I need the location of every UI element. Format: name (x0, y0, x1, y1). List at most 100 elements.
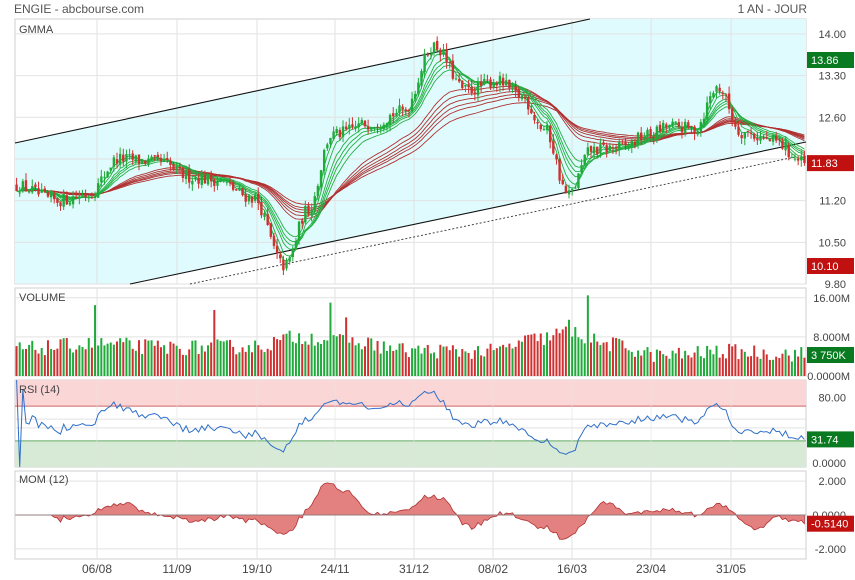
candle-body (624, 141, 627, 146)
volume-bar (527, 334, 530, 376)
candle-body (379, 127, 382, 129)
volume-bar (310, 333, 313, 376)
candle-body (470, 86, 473, 94)
candle-body (106, 171, 109, 178)
volume-bar (357, 343, 360, 376)
period-label: 1 AN - JOUR (737, 2, 807, 16)
candle-body (461, 80, 464, 89)
candle-body (203, 175, 207, 184)
candle-body (790, 156, 794, 158)
volume-bar (546, 332, 549, 376)
candle-body (269, 223, 273, 237)
candle-body (304, 205, 307, 223)
candle-body (599, 144, 602, 154)
candle-body (740, 135, 743, 139)
candle-body (483, 78, 486, 85)
volume-bar (276, 339, 279, 376)
volume-bar (188, 349, 191, 376)
volume-bar (674, 353, 677, 376)
volume-bar (379, 353, 382, 376)
candle-body (288, 257, 291, 262)
volume-bar (175, 345, 178, 376)
volume-bar (301, 344, 304, 376)
candle-body (228, 181, 232, 184)
volume-bar (684, 350, 687, 376)
candle-body (640, 132, 643, 141)
candle-body (43, 188, 47, 193)
volume-bar (385, 350, 388, 376)
candle-body (294, 240, 298, 250)
volume-bar (794, 349, 797, 376)
volume-bar (445, 346, 448, 376)
candle-body (231, 182, 235, 190)
candle-body (583, 154, 586, 166)
volume-bar (577, 337, 580, 376)
volume-bar (699, 356, 702, 376)
volume-bar (225, 340, 228, 376)
volume-bar (728, 343, 731, 376)
candle-body (614, 146, 618, 149)
volume-bar (706, 345, 709, 376)
volume-bar (122, 342, 125, 376)
candle-body (140, 159, 144, 164)
candle-body (665, 124, 668, 128)
candle-body (501, 77, 505, 86)
volume-bar (690, 357, 693, 376)
volume-bar (163, 345, 166, 376)
candle-body (429, 53, 433, 55)
volume-bar (633, 356, 636, 376)
volume-bar (467, 352, 470, 376)
volume-bar (294, 343, 297, 376)
volume-bar (40, 348, 43, 376)
candle-body (661, 122, 665, 133)
volume-bar (28, 344, 31, 376)
candle-body (784, 143, 787, 151)
volume-bar (141, 353, 144, 376)
candle-body (749, 132, 753, 134)
volume-bar (298, 333, 301, 376)
candle-body (439, 49, 442, 56)
volume-bar (97, 345, 100, 376)
volume-bar (200, 345, 203, 376)
volume-bar (269, 350, 272, 376)
candle-body (561, 179, 564, 185)
volume-bar (429, 353, 432, 376)
candle-body (326, 144, 329, 149)
volume-bar (398, 343, 401, 376)
volume-bar (15, 346, 18, 376)
volume-bar (363, 346, 366, 376)
candle-body (771, 134, 775, 142)
candle-body (21, 181, 25, 192)
volume-bar (34, 349, 37, 376)
volume-bar (414, 348, 417, 376)
x-tick-label: 11/09 (162, 562, 191, 576)
volume-bar (596, 341, 599, 376)
candle-body (633, 141, 637, 146)
candle-body (363, 120, 367, 127)
volume-bar (320, 343, 323, 376)
volume-bar (652, 361, 655, 376)
volume-bar (56, 348, 59, 376)
candle-body (803, 155, 806, 164)
candle-body (511, 85, 514, 90)
volume-bar (803, 357, 806, 376)
volume-bar (90, 347, 93, 376)
candle-body (476, 82, 480, 96)
x-tick-label: 31/05 (716, 562, 746, 576)
volume-bar (505, 347, 508, 376)
volume-bar (605, 342, 608, 376)
candle-body (545, 125, 549, 131)
candle-body (492, 84, 495, 88)
volume-bar (257, 345, 260, 376)
volume-bar (655, 349, 658, 376)
candle-body (100, 176, 103, 183)
volume-bar (533, 333, 536, 376)
volume-bar (589, 342, 592, 376)
y-tick-label: 12.60 (818, 112, 846, 124)
volume-bar (153, 345, 156, 376)
volume-bar (263, 352, 266, 376)
volume-bar (159, 347, 162, 376)
volume-bar (756, 356, 759, 376)
candle-body (781, 140, 784, 149)
y-tick-label: 8.000M (813, 332, 850, 344)
